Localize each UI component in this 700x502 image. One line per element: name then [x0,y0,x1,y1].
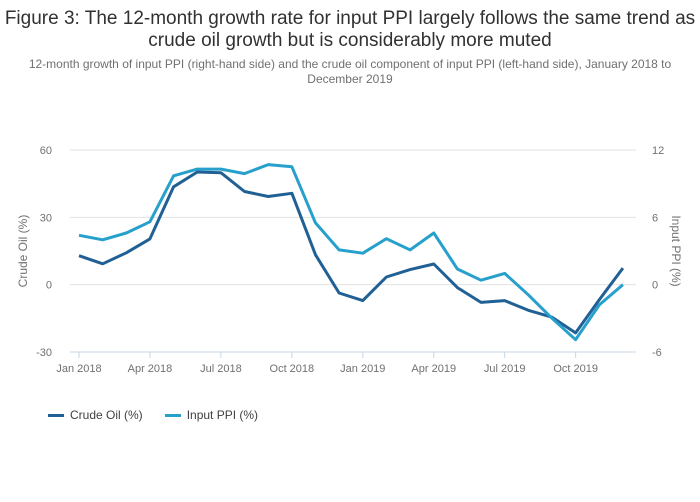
legend-label-crude-oil: Crude Oil (%) [70,408,143,422]
series-line-input-ppi [78,163,624,342]
y-tick-label: 0 [46,280,52,292]
chart-title: Figure 3: The 12-month growth rate for i… [4,8,696,51]
y-tick-label: 60 [40,145,52,157]
legend-item-crude-oil[interactable]: Crude Oil (%) [48,408,143,422]
legend-swatch-crude-oil [48,413,64,417]
chart-subtitle: 12-month growth of input PPI (right-hand… [28,57,672,86]
x-tick-label: Jul 2018 [200,363,242,375]
y2-tick-label: -6 [652,347,662,359]
x-tick-label: Apr 2019 [411,363,456,375]
y2-tick-label: 0 [652,280,658,292]
y-axis-title: Crude Oil (%) [16,215,30,288]
y2-axis-title: Input PPI (%) [669,215,683,286]
y2-tick-label: 12 [652,145,664,157]
series-line-crude-oil [78,170,625,335]
x-tick-label: Jul 2019 [484,363,526,375]
y-tick-label: 30 [40,212,52,224]
x-tick-label: Oct 2019 [553,363,598,375]
y-tick-label: -30 [36,347,52,359]
x-tick-label: Jan 2019 [340,363,385,375]
y2-tick-label: 6 [652,212,658,224]
legend-item-input-ppi[interactable]: Input PPI (%) [164,408,259,422]
x-tick-label: Oct 2018 [270,363,315,375]
legend-label-input-ppi: Input PPI (%) [186,408,259,422]
x-tick-label: Apr 2018 [128,363,173,375]
legend: Crude Oil (%) Input PPI (%) [48,408,258,422]
x-tick-label: Jan 2018 [56,363,101,375]
legend-swatch-input-ppi [164,413,181,417]
